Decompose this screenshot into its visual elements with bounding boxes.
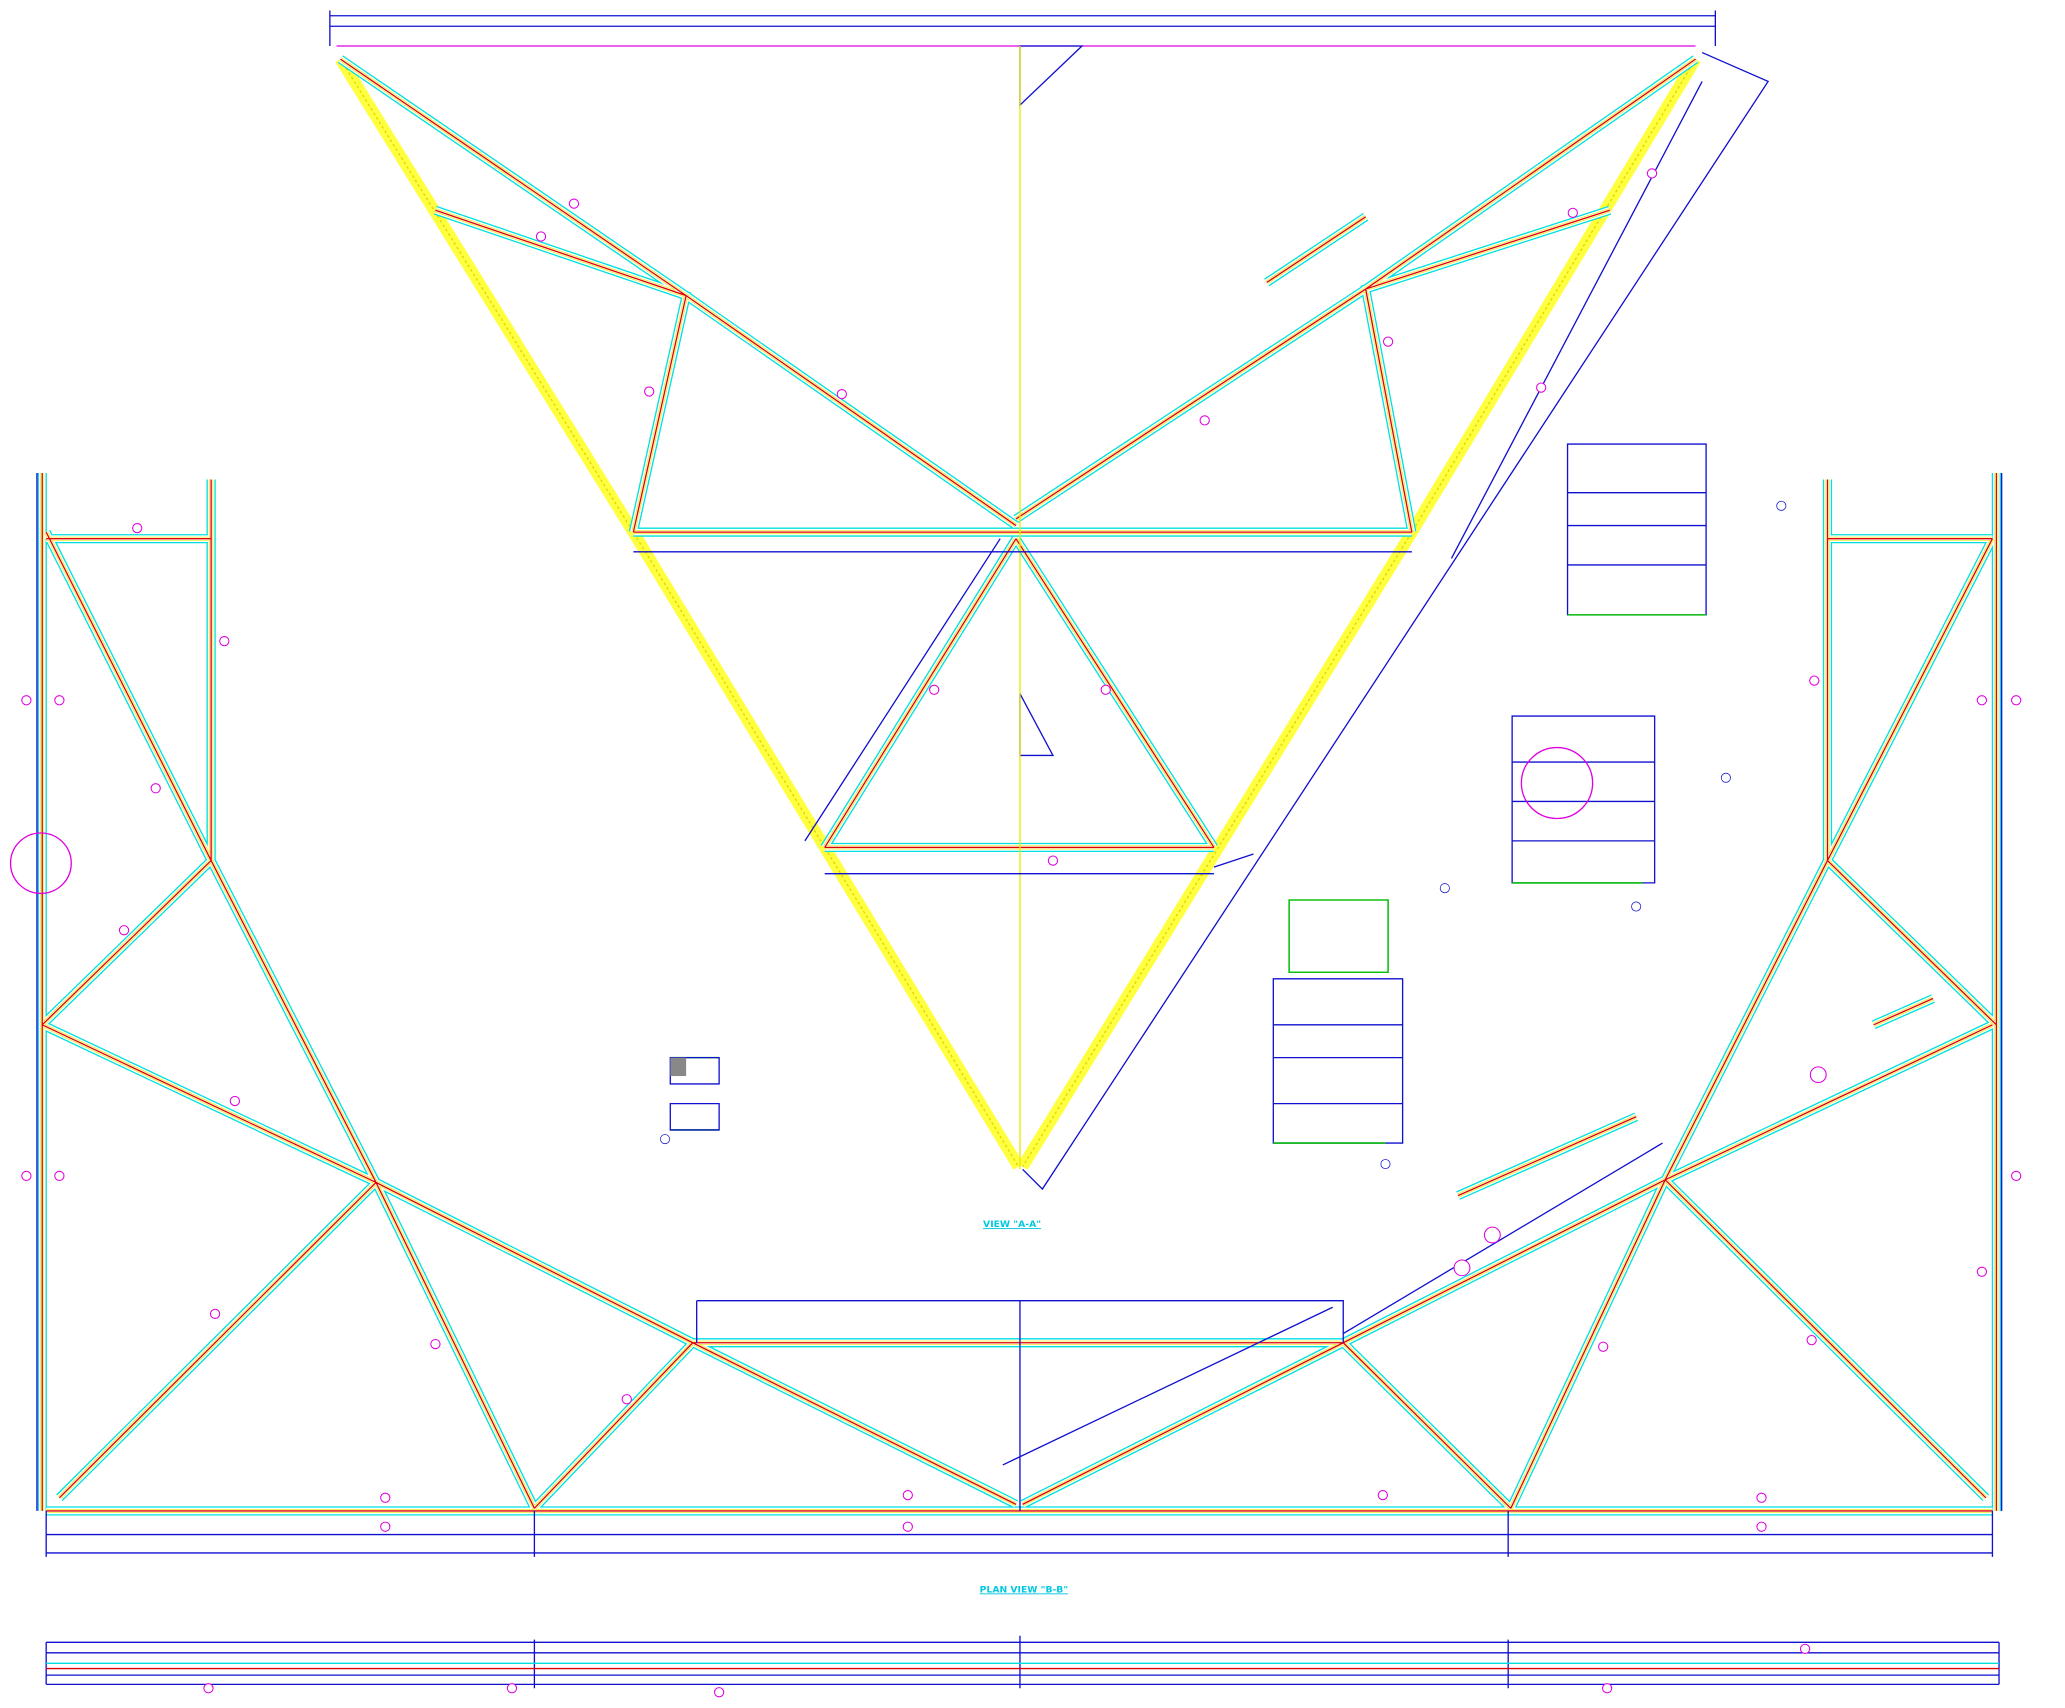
view-b-label: PLAN VIEW "B-B" xyxy=(980,1584,1068,1595)
callout-bubbles xyxy=(11,169,2021,1697)
hatch xyxy=(670,1058,686,1076)
dimension-lines xyxy=(37,11,2002,1689)
page: VIEW "A-A" PLAN VIEW "B-B" (() => { cons… xyxy=(0,0,2065,1708)
view-a-label: VIEW "A-A" xyxy=(983,1219,1041,1230)
drawing: VIEW "A-A" PLAN VIEW "B-B" xyxy=(0,0,2065,1708)
